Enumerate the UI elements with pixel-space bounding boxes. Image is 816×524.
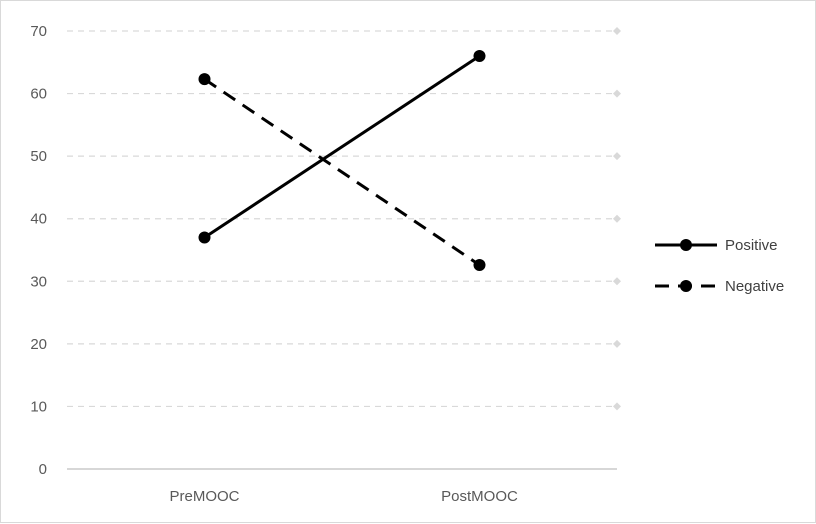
gridline-end-marker [613,27,621,35]
data-point-negative [198,73,211,86]
legend: Positive Negative [655,237,784,295]
y-tick-label: 70 [30,23,47,40]
legend-marker-negative [680,280,692,292]
y-tick-label: 0 [39,461,47,478]
gridline-end-marker [613,152,621,161]
y-tick-label: 10 [30,398,47,415]
legend-label-positive: Positive [725,237,778,254]
series-line-positive [203,54,481,239]
gridlines [67,27,621,411]
x-tick-label: PreMOOC [169,488,239,505]
y-tick-label: 60 [30,86,47,103]
y-tick-label: 50 [30,148,47,165]
gridline-end-marker [613,214,621,223]
legend-marker-positive [680,239,692,251]
gridline-end-marker [613,402,621,411]
x-tick-label: PostMOOC [441,488,518,505]
series-lines [198,50,486,272]
gridline-end-marker [613,339,621,348]
legend-label-negative: Negative [725,278,784,295]
y-tick-label: 30 [30,273,47,290]
axes: 0 10 20 30 40 50 60 70 PreMOOC PostMOOC [30,23,617,505]
y-tick-label: 20 [30,336,47,353]
series-line-negative [203,77,481,267]
gridline-end-marker [613,89,621,98]
data-point-positive [198,231,211,244]
y-tick-label: 40 [30,211,47,228]
gridline-end-marker [613,277,621,286]
data-point-positive [473,50,486,63]
data-point-negative [473,259,486,272]
